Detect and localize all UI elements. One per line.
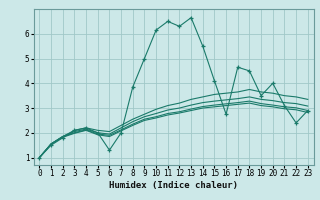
X-axis label: Humidex (Indice chaleur): Humidex (Indice chaleur) bbox=[109, 181, 238, 190]
